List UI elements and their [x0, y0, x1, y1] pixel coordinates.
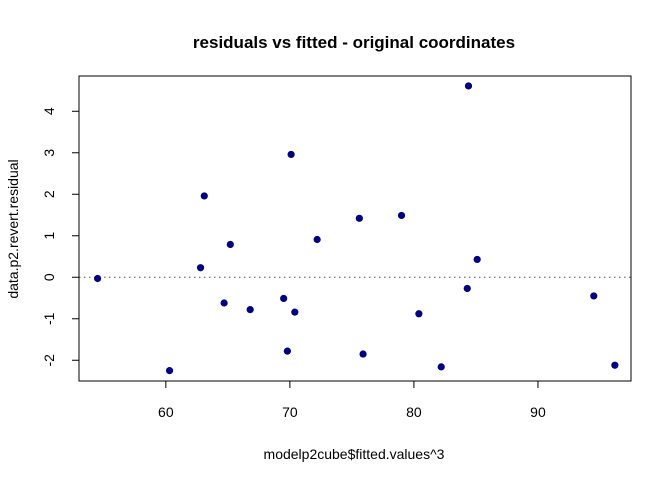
data-point — [246, 306, 254, 314]
data-point — [220, 299, 228, 307]
plot-area-frame — [78, 75, 632, 382]
x-tick-label: 60 — [158, 404, 174, 420]
y-tick-label: -2 — [41, 354, 57, 367]
chart-title: residuals vs fitted - original coordinat… — [193, 33, 515, 52]
data-point — [280, 294, 288, 303]
y-tick-label: 4 — [41, 107, 57, 115]
data-point — [283, 347, 291, 355]
data-point — [287, 150, 295, 159]
data-points — [94, 82, 619, 375]
data-point — [415, 310, 423, 318]
data-point — [473, 255, 481, 264]
x-tick-label: 80 — [406, 404, 422, 420]
data-point — [200, 192, 208, 200]
data-point — [226, 240, 234, 249]
data-point — [94, 274, 102, 283]
data-point — [291, 308, 299, 316]
data-point — [196, 264, 205, 272]
y-axis: -2 -1 0 1 2 3 4 — [41, 107, 80, 367]
y-tick-label: -1 — [41, 312, 57, 325]
data-point — [464, 82, 473, 90]
data-point — [359, 350, 367, 358]
y-axis-label: data.p2.revert.residual — [5, 159, 21, 298]
y-tick-label: 0 — [41, 273, 57, 281]
data-point — [463, 284, 471, 293]
x-axis-label: modelp2cube$fitted.values^3 — [264, 446, 445, 462]
y-tick-label: 1 — [41, 232, 57, 240]
x-tick-label: 90 — [530, 404, 546, 420]
y-tick-label: 2 — [41, 190, 57, 198]
data-point — [437, 363, 445, 371]
x-axis: 60 70 80 90 — [158, 380, 546, 420]
y-tick-label: 3 — [41, 149, 57, 157]
data-point — [313, 235, 321, 244]
x-tick-label: 70 — [282, 404, 298, 420]
data-point — [165, 367, 174, 375]
data-point — [590, 292, 598, 300]
data-point — [611, 361, 619, 369]
data-point — [397, 211, 406, 220]
data-point — [355, 214, 363, 222]
